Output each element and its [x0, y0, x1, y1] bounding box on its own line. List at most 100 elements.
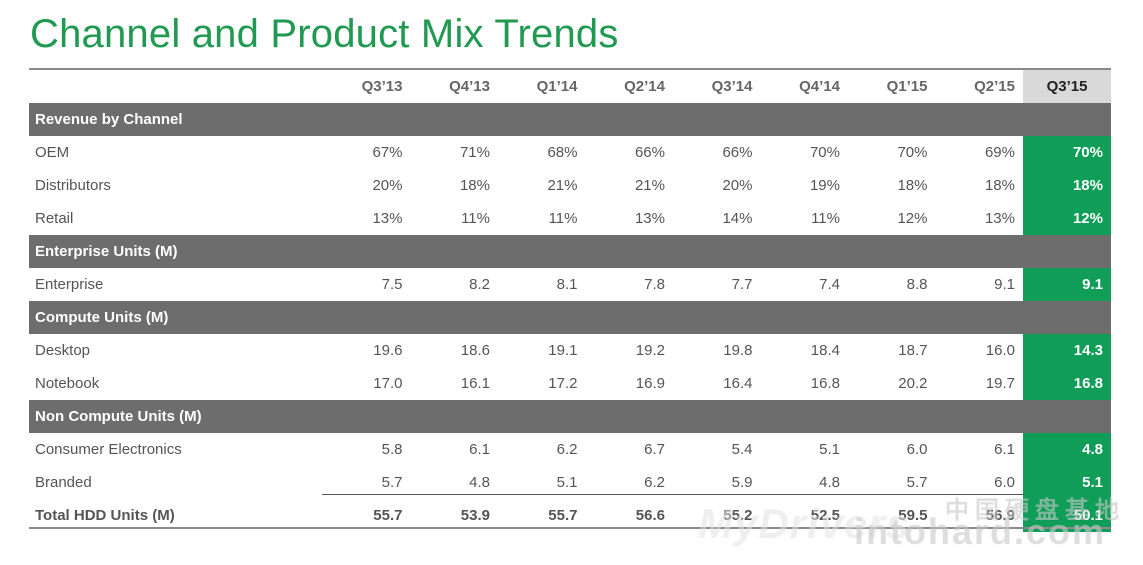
section-title: Compute Units (M) [29, 301, 1111, 334]
value-cell: 66% [722, 144, 753, 161]
value-cell: 4.8 [819, 474, 840, 491]
table-row: OEM 67% 71% 68% 66% 66% 70% 70% 69% 70% [29, 136, 1111, 169]
table-row: Consumer Electronics 5.8 6.1 6.2 6.7 5.4 5.1 6.… [29, 433, 1111, 466]
value-cell: 18.4 [810, 342, 840, 359]
value-cell: 6.1 [469, 441, 490, 458]
value-cell: 16.4 [723, 375, 753, 392]
total-value-cell: 56.9 [985, 507, 1015, 524]
value-cell: 8.2 [469, 276, 490, 293]
value-cell: 19.2 [635, 342, 665, 359]
header-row: Q3’13 Q4’13 Q1’14 Q2’14 Q3’14 Q4’14 Q1’15 Q2’15… [29, 70, 1111, 103]
current-quarter-cell: 4.8 [1023, 433, 1111, 466]
value-cell: 13% [984, 210, 1015, 227]
value-cell: 68% [547, 144, 578, 161]
value-cell: 8.1 [556, 276, 578, 293]
value-cell: 20.2 [898, 375, 928, 392]
top-divider [29, 68, 1111, 70]
value-cell: 70% [897, 144, 928, 161]
table-row: Enterprise 7.5 8.2 8.1 7.8 7.7 7.4 8.8 9.1 9.1 [29, 268, 1111, 301]
value-cell: 7.8 [644, 276, 665, 293]
value-cell: 17.0 [373, 375, 403, 392]
value-cell: 19.1 [548, 342, 578, 359]
value-cell: 5.9 [731, 474, 753, 491]
value-cell: 19.6 [373, 342, 403, 359]
value-cell: 7.7 [731, 276, 753, 293]
value-cell: 7.4 [819, 276, 840, 293]
total-value-cell: 52.5 [810, 507, 840, 524]
table-row: Distributors 20% 18% 21% 21% 20% 19% 18% 18% 18% [29, 169, 1111, 202]
column-header: Q4’13 [449, 78, 490, 95]
table-row: Branded 5.7 4.8 5.1 6.2 5.9 4.8 5.7 6.0 5.1 [29, 466, 1111, 499]
table-row: Desktop 19.6 18.6 19.1 19.2 19.8 18.4 18.7 16.0 1… [29, 334, 1111, 367]
value-cell: 21% [547, 177, 578, 194]
current-quarter-cell: 5.1 [1023, 466, 1111, 499]
value-cell: 19.7 [985, 375, 1015, 392]
value-cell: 11% [811, 210, 840, 227]
value-cell: 16.8 [810, 375, 840, 392]
value-cell: 6.0 [906, 441, 928, 458]
section-header-row: Compute Units (M) [29, 301, 1111, 334]
value-cell: 20% [372, 177, 403, 194]
value-cell: 7.5 [381, 276, 403, 293]
value-cell: 70% [809, 144, 840, 161]
column-header: Q3’14 [711, 78, 753, 95]
row-label: Notebook [35, 375, 100, 392]
section-header-row: Revenue by Channel [29, 103, 1111, 136]
column-header: Q3’13 [361, 78, 403, 95]
row-label: OEM [35, 144, 70, 161]
total-value-cell: 55.2 [723, 507, 753, 524]
value-cell: 18% [897, 177, 928, 194]
total-value-cell: 55.7 [548, 507, 578, 524]
value-cell: 6.7 [644, 441, 665, 458]
value-cell: 11% [548, 210, 578, 227]
value-cell: 6.2 [556, 441, 578, 458]
value-cell: 6.2 [644, 474, 665, 491]
value-cell: 5.1 [556, 474, 578, 491]
value-cell: 18.7 [898, 342, 928, 359]
watermark-chinese: 中国硬盘基地 [945, 497, 1125, 524]
current-quarter-cell: 9.1 [1023, 268, 1111, 301]
current-quarter-cell: 70% [1023, 136, 1111, 169]
mix-trends-table: Q3’13 Q4’13 Q1’14 Q2’14 Q3’14 Q4’14 Q1’15 Q2’15… [29, 70, 1111, 532]
value-cell: 11% [461, 210, 490, 227]
watermark-intohard: intohard.com [854, 511, 1107, 552]
current-quarter-cell: 18% [1023, 169, 1111, 202]
value-cell: 16.1 [460, 375, 490, 392]
value-cell: 66% [634, 144, 665, 161]
row-label: Consumer Electronics [35, 441, 182, 458]
row-label: Retail [35, 210, 74, 227]
value-cell: 71% [459, 144, 490, 161]
row-label: Enterprise [35, 276, 104, 293]
section-header-row: Non Compute Units (M) [29, 400, 1111, 433]
table-row: Retail 13% 11% 11% 13% 14% 11% 12% 13% 12% [29, 202, 1111, 235]
current-quarter-cell: 14.3 [1023, 334, 1111, 367]
value-cell: 19% [809, 177, 840, 194]
bottom-divider [29, 527, 1111, 529]
value-cell: 13% [634, 210, 665, 227]
value-cell: 19.8 [723, 342, 753, 359]
current-quarter-cell: 16.8 [1023, 367, 1111, 400]
row-label: Desktop [35, 342, 91, 359]
value-cell: 17.2 [548, 375, 578, 392]
value-cell: 18% [984, 177, 1015, 194]
value-cell: 12% [897, 210, 928, 227]
table-row: Notebook 17.0 16.1 17.2 16.9 16.4 16.8 20.2 19.7… [29, 367, 1111, 400]
total-value-cell: 53.9 [460, 507, 490, 524]
value-cell: 5.7 [381, 474, 403, 491]
value-cell: 67% [372, 144, 403, 161]
value-cell: 21% [634, 177, 665, 194]
header-blank [29, 70, 323, 103]
value-cell: 5.7 [906, 474, 928, 491]
value-cell: 16.0 [985, 342, 1015, 359]
total-label: Total HDD Units (M) [35, 507, 175, 524]
value-cell: 4.8 [469, 474, 490, 491]
value-cell: 5.8 [381, 441, 403, 458]
watermark-mydrivers: MyDrivers [698, 500, 911, 547]
row-label: Branded [35, 474, 92, 491]
total-value-cell: 55.7 [373, 507, 403, 524]
value-cell: 6.0 [994, 474, 1015, 491]
value-cell: 69% [984, 144, 1015, 161]
column-header: Q3’15 [1023, 70, 1111, 103]
column-header: Q1’15 [886, 78, 928, 95]
total-value-cell: 59.5 [898, 507, 928, 524]
